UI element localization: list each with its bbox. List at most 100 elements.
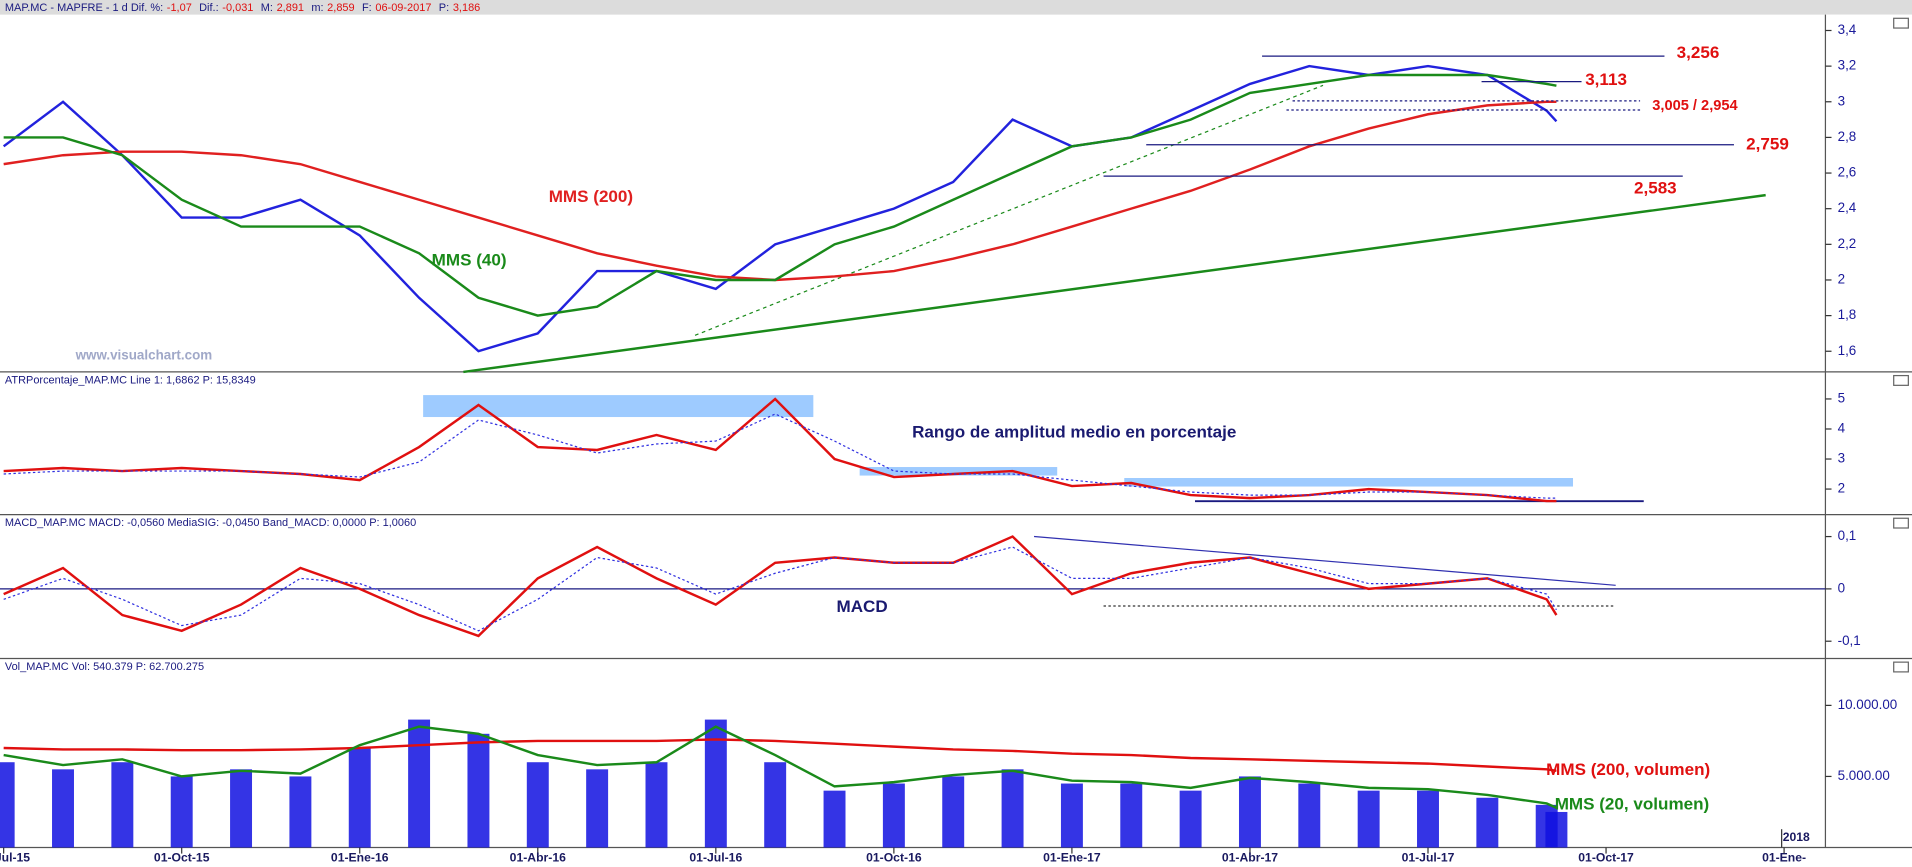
series-line (3, 100, 1557, 282)
header-value: -0,031 (222, 2, 253, 14)
header-label: P: (439, 2, 449, 14)
highlight (423, 395, 814, 418)
series-label: MMS (200) (549, 187, 633, 206)
y-tick-label: 2,4 (1838, 200, 1857, 215)
header-label: M: (261, 2, 273, 14)
menu-icon (1893, 17, 1909, 29)
bar (764, 762, 787, 848)
y-tick-label: 3,2 (1838, 58, 1857, 73)
header-value: 2,891 (277, 2, 304, 14)
bar (882, 783, 905, 848)
series-line (3, 725, 1557, 809)
series-label: MACD (837, 597, 888, 616)
x-tick-label: 01-Oct-17 (1578, 851, 1634, 865)
y-tick-label: 5 (1838, 390, 1845, 405)
bar (348, 748, 371, 848)
series-line (2, 64, 1558, 353)
y-tick-label: 3,4 (1838, 22, 1857, 37)
menu-icon (1893, 374, 1909, 386)
bar (586, 769, 609, 848)
y-tick-label: 2 (1838, 272, 1845, 287)
series-line (3, 535, 1558, 638)
level-label: 3,256 (1677, 43, 1720, 62)
header-text: MAP.MC - MAPFRE - 1 d Dif. %: -1,07 Dif.: -… (5, 2, 480, 14)
bar (1545, 811, 1568, 848)
x-tick-label: 01-Ene-17 (1043, 851, 1101, 865)
watermark: www.visualchart.com (75, 348, 213, 363)
bar (230, 769, 253, 848)
y-tick-label: 2,6 (1838, 165, 1857, 180)
level-label: 3,005 / 2,954 (1652, 98, 1738, 114)
bar (823, 790, 846, 848)
y-tick-label: 2,8 (1838, 129, 1857, 144)
bar (526, 762, 549, 848)
y-tick-label: 10.000.00 (1838, 697, 1898, 712)
bar (289, 776, 312, 848)
series-line (3, 73, 1557, 317)
y-tick-label: 3 (1838, 451, 1845, 466)
x-tick-label: 01-Jul-16 (689, 851, 742, 865)
bar (1238, 776, 1261, 848)
menu-icon (1893, 661, 1909, 673)
series-line (3, 413, 1557, 499)
panel-title: MACD_MAP.MC MACD: -0,0560 MediaSIG: -0,0… (5, 517, 416, 529)
header-value: 06-09-2017 (375, 2, 431, 14)
y-tick-label: 2 (1838, 481, 1845, 496)
header-label: m: (311, 2, 323, 14)
level-label: 3,113 (1585, 70, 1627, 89)
y-tick-label: 5.000.00 (1838, 768, 1890, 783)
x-tick-label: 01-Jul-15 (0, 851, 30, 865)
x-tick-label: 01-Abr-17 (1222, 851, 1278, 865)
header-bar (0, 0, 1912, 15)
x-tick-label: 01-Ene- (1762, 851, 1806, 865)
x-tick-label: 01-Oct-15 (154, 851, 210, 865)
bar (704, 719, 727, 848)
right-axis-area (1825, 14, 1912, 848)
bar (1120, 783, 1143, 848)
x-tick-label: 01-Abr-16 (510, 851, 566, 865)
bar (645, 762, 668, 848)
y-tick-label: 3 (1838, 93, 1845, 108)
bar (1001, 769, 1024, 848)
x-tick-label: 01-Ene-16 (331, 851, 389, 865)
series-line (3, 546, 1557, 632)
bar (170, 776, 193, 848)
header-value: 2,859 (327, 2, 354, 14)
y-tick-label: 0,1 (1838, 528, 1857, 543)
series-label: MMS (20, volumen) (1555, 794, 1710, 813)
bar (467, 733, 490, 848)
series-label: MMS (200, volumen) (1546, 760, 1710, 779)
bar (1357, 790, 1380, 848)
header-value: -1,07 (167, 2, 192, 14)
y-tick-label: -0,1 (1838, 633, 1861, 648)
bar (111, 762, 134, 848)
highlight (1124, 478, 1574, 487)
trend-line (1033, 535, 1616, 586)
menu-icon (1893, 517, 1909, 529)
y-tick-label: 4 (1838, 421, 1846, 436)
year-label: 2018 (1783, 830, 1810, 844)
level-label: 2,759 (1746, 135, 1789, 154)
x-tick-label: 01-Jul-17 (1402, 851, 1455, 865)
series-line (3, 397, 1557, 503)
header-label: MAP.MC - MAPFRE - 1 d Dif. %: (5, 2, 163, 14)
annotation: Rango de amplitud medio en porcentaje (912, 422, 1236, 441)
series-line (3, 738, 1557, 772)
header-value: 3,186 (453, 2, 480, 14)
bar (1417, 790, 1439, 848)
trend-line (694, 84, 1324, 336)
panel-title: Vol_MAP.MC Vol: 540.379 P: 62.700.275 (5, 661, 204, 673)
panel-title: ATRPorcentaje_MAP.MC Line 1: 1,6862 P: 1… (5, 374, 256, 386)
bar (1060, 783, 1083, 848)
y-tick-label: 0 (1838, 580, 1845, 595)
bar (0, 762, 15, 848)
trend-line (463, 193, 1766, 374)
level-label: 2,583 (1634, 179, 1677, 198)
y-tick-label: 1,6 (1838, 343, 1857, 358)
header-label: F: (362, 2, 372, 14)
bar (1476, 797, 1499, 848)
y-tick-label: 2,2 (1838, 236, 1857, 251)
bar (1298, 783, 1321, 848)
highlight (859, 467, 1058, 476)
